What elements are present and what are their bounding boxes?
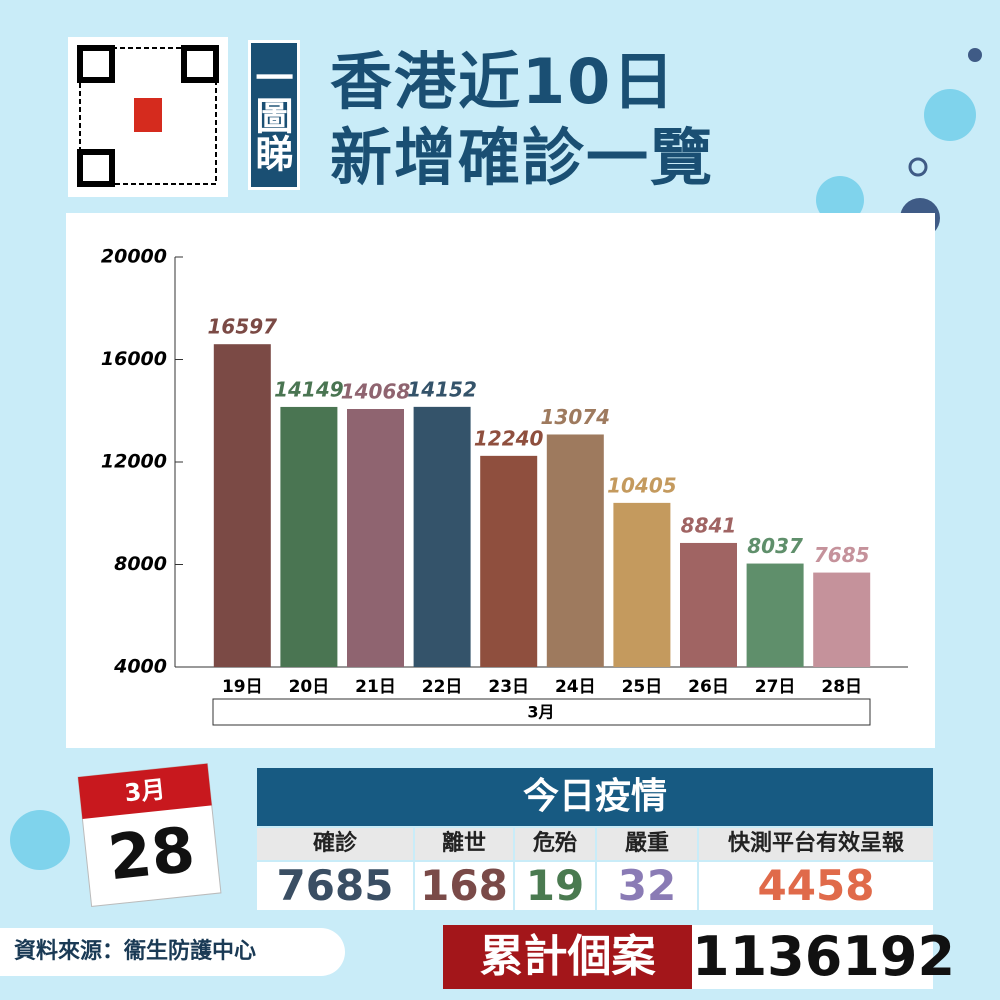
bar [746, 563, 804, 667]
today-value: 19 [515, 862, 595, 910]
y-tick-label: 16000 [101, 348, 167, 370]
today-label: 確診 [257, 828, 413, 860]
today-column: 離世 168 [415, 828, 513, 910]
x-tick-label: 19日 [222, 677, 263, 697]
qr-code [79, 47, 217, 185]
today-label: 嚴重 [597, 828, 697, 860]
value-label: 14149 [274, 377, 344, 401]
x-tick-label: 28日 [821, 677, 862, 697]
calendar-band [78, 763, 212, 819]
today-column: 嚴重 32 [597, 828, 697, 910]
y-tick-label: 12000 [101, 451, 167, 473]
title: 香港近10日 新增確診一覽 [330, 44, 714, 196]
today-column: 危殆 19 [515, 828, 595, 910]
bar [413, 406, 471, 667]
value-label: 7685 [814, 543, 870, 567]
bar [613, 502, 671, 667]
bar [347, 409, 404, 667]
title-line: 新增確診一覽 [330, 121, 715, 194]
badge: 一圖睇 [248, 40, 300, 190]
x-tick-label: 22日 [422, 677, 463, 697]
today-value: 32 [597, 862, 697, 910]
x-tick-label: 26日 [688, 677, 729, 697]
decor [924, 89, 976, 141]
calendar: 3月 28 [77, 763, 222, 908]
cumulative-label: 累計個案 [443, 925, 692, 989]
today-title: 今日疫情 [257, 768, 933, 826]
bar [280, 406, 338, 667]
value-label: 16597 [208, 315, 278, 339]
value-label: 12240 [474, 426, 544, 450]
group-label: 3月 [527, 703, 554, 722]
today-label: 危殆 [515, 828, 595, 860]
qr-code [77, 45, 115, 83]
x-tick-label: 21日 [355, 677, 396, 697]
bar [546, 434, 604, 667]
x-tick-label: 27日 [755, 677, 796, 697]
bar [213, 344, 271, 667]
value-label: 8841 [681, 513, 737, 537]
x-tick-label: 24日 [555, 677, 596, 697]
value-label: 13074 [541, 405, 611, 429]
source: 資料來源：衞生防護中心 [0, 928, 345, 976]
decor [816, 176, 864, 224]
today-label: 快測平台有效呈報 [699, 828, 933, 860]
calendar-day: 28 [105, 813, 198, 895]
bar [480, 455, 538, 667]
value-label: 14152 [407, 377, 477, 401]
today-value: 7685 [257, 862, 413, 910]
y-tick-label: 20000 [101, 246, 167, 268]
value-label: 8037 [747, 534, 803, 558]
value-label: 10405 [607, 473, 677, 497]
today-value: 4458 [699, 862, 933, 910]
bar [813, 572, 871, 667]
qr-code [77, 149, 115, 187]
decor [908, 157, 928, 177]
x-tick-label: 25日 [622, 677, 663, 697]
bar [680, 542, 737, 667]
x-tick-label: 23日 [488, 677, 529, 697]
today-label: 離世 [415, 828, 513, 860]
qr-logo [134, 98, 162, 132]
today-column: 確診 7685 [257, 828, 413, 910]
calendar-month: 3月 [123, 775, 166, 807]
cumulative-value: 1136192 [692, 925, 956, 989]
today-value: 168 [415, 862, 513, 910]
x-tick-label: 20日 [289, 677, 330, 697]
title-line: 香港近10日 [330, 45, 677, 118]
y-tick-label: 4000 [113, 656, 167, 678]
decor [10, 810, 70, 870]
y-tick-label: 8000 [114, 553, 167, 575]
decor [968, 48, 982, 62]
qr-code [181, 45, 219, 83]
group-box [212, 698, 871, 726]
value-label: 14068 [341, 380, 411, 404]
today-column: 快測平台有效呈報 4458 [699, 828, 933, 910]
